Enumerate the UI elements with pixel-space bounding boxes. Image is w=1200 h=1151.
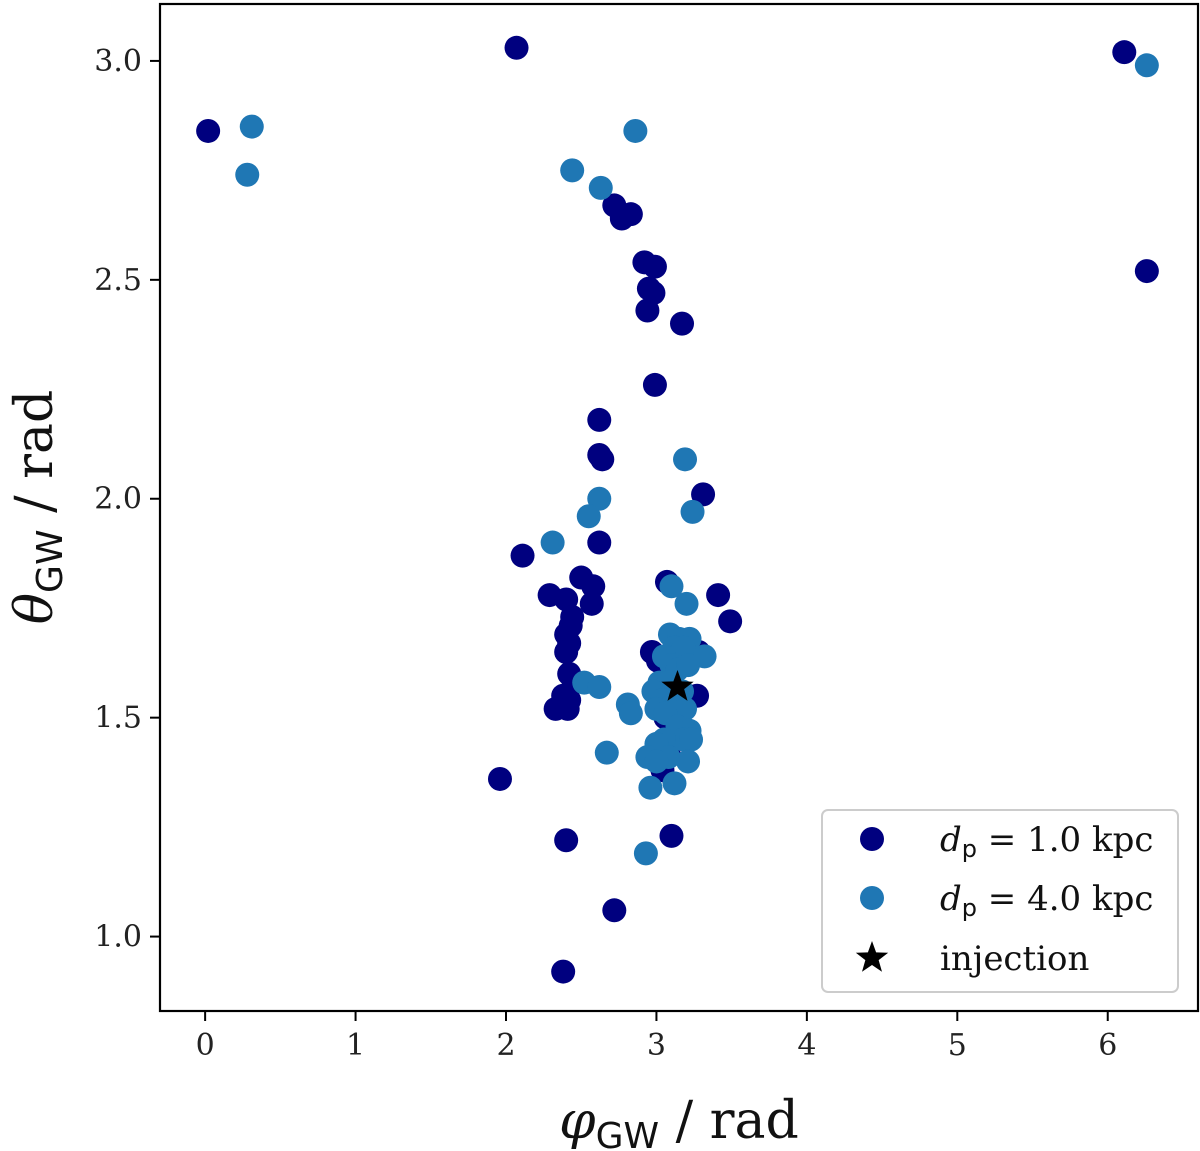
data-point-series-1: [587, 407, 612, 432]
legend-label-series-2: dp = 4.0 kpc: [940, 879, 1153, 922]
x-tick-label: 3: [647, 1028, 666, 1063]
data-point-series-2: [633, 841, 658, 866]
data-point-series-2: [560, 158, 585, 183]
data-point-series-2: [662, 771, 687, 796]
data-point-series-2: [676, 653, 701, 678]
plot-frame: [158, 2, 1200, 1013]
data-point-series-1: [718, 609, 743, 634]
legend-marker-series-1: [860, 827, 884, 851]
data-point-series-1: [691, 482, 716, 507]
x-axis-ticks: 0 1 2 3 4 5 6: [196, 1011, 1117, 1063]
data-point-series-1: [618, 202, 643, 227]
y-tick-label: 1.0: [94, 920, 142, 955]
x-tick-label: 0: [196, 1028, 215, 1063]
x-axis-symbol: φ: [559, 1091, 596, 1151]
legend-marker-series-2: [860, 886, 884, 910]
x-tick-label: 4: [797, 1028, 816, 1063]
legend-box: [821, 809, 1179, 993]
data-point-series-2: [587, 675, 612, 700]
x-tick-label: 2: [496, 1028, 515, 1063]
data-point-series-1: [504, 35, 529, 60]
data-point-series-2: [1134, 53, 1159, 78]
data-point-series-1: [670, 311, 695, 336]
data-point-series-1: [555, 696, 580, 721]
y-axis-ticks: 1.0 1.5 2.0 2.5 3.0: [94, 44, 160, 955]
data-point-series-1: [642, 254, 667, 279]
injection-marker: [661, 670, 694, 701]
legend: dp = 1.0 kpc dp = 4.0 kpc injection: [821, 809, 1179, 993]
data-point-series-2: [618, 701, 643, 726]
data-point-series-1: [642, 372, 667, 397]
data-point-series-2: [239, 114, 264, 139]
y-axis-unit: / rad: [5, 390, 65, 530]
y-axis-symbol: θ: [5, 593, 65, 624]
data-point-series-1: [602, 898, 627, 923]
data-point-series-2: [638, 775, 663, 800]
x-axis-subscript: GW: [596, 1116, 660, 1151]
x-axis-unit: / rad: [659, 1091, 799, 1151]
data-point-series-2: [676, 749, 701, 774]
data-point-series-2: [674, 591, 699, 616]
data-point-series-2: [680, 499, 705, 524]
x-tick-label: 5: [948, 1028, 967, 1063]
data-point-series-2: [540, 530, 565, 555]
legend-label-series-1: dp = 1.0 kpc: [940, 820, 1153, 863]
x-axis-title: φGW / rad: [559, 1091, 799, 1151]
data-point-series-1: [659, 823, 684, 848]
data-point-series-2: [587, 486, 612, 511]
legend-label-injection: injection: [940, 939, 1089, 979]
data-point-series-1: [510, 543, 535, 568]
y-axis-subscript: GW: [30, 529, 71, 593]
data-point-series-2: [588, 175, 613, 200]
data-point-series-1: [554, 639, 579, 664]
points-layer: [196, 35, 1159, 984]
data-point-series-1: [554, 828, 579, 853]
x-tick-label: 6: [1098, 1028, 1117, 1063]
y-tick-label: 1.5: [94, 701, 142, 736]
data-point-series-1: [635, 298, 660, 323]
data-point-series-1: [706, 583, 731, 608]
x-tick-label: 1: [346, 1028, 365, 1063]
data-point-series-1: [1134, 259, 1159, 284]
data-point-series-1: [196, 118, 221, 143]
data-point-series-2: [673, 447, 698, 472]
data-point-series-1: [581, 574, 606, 599]
data-point-series-1: [1112, 40, 1137, 65]
data-point-series-2: [623, 118, 648, 143]
data-point-series-1: [487, 766, 512, 791]
data-point-series-2: [235, 162, 260, 187]
data-point-series-2: [594, 740, 619, 765]
y-axis-title: θGW / rad: [5, 390, 71, 625]
data-point-series-1: [590, 447, 615, 472]
legend-marker-injection: [855, 941, 889, 972]
y-tick-label: 2.0: [94, 482, 142, 517]
data-point-series-1: [587, 530, 612, 555]
y-tick-label: 3.0: [94, 44, 142, 79]
data-point-series-2: [679, 727, 704, 752]
data-point-series-1: [579, 591, 604, 616]
data-point-series-2: [644, 749, 669, 774]
y-tick-label: 2.5: [94, 263, 142, 298]
data-point-series-2: [659, 574, 684, 599]
data-point-series-1: [551, 959, 576, 984]
data-point-series-2: [576, 504, 601, 529]
